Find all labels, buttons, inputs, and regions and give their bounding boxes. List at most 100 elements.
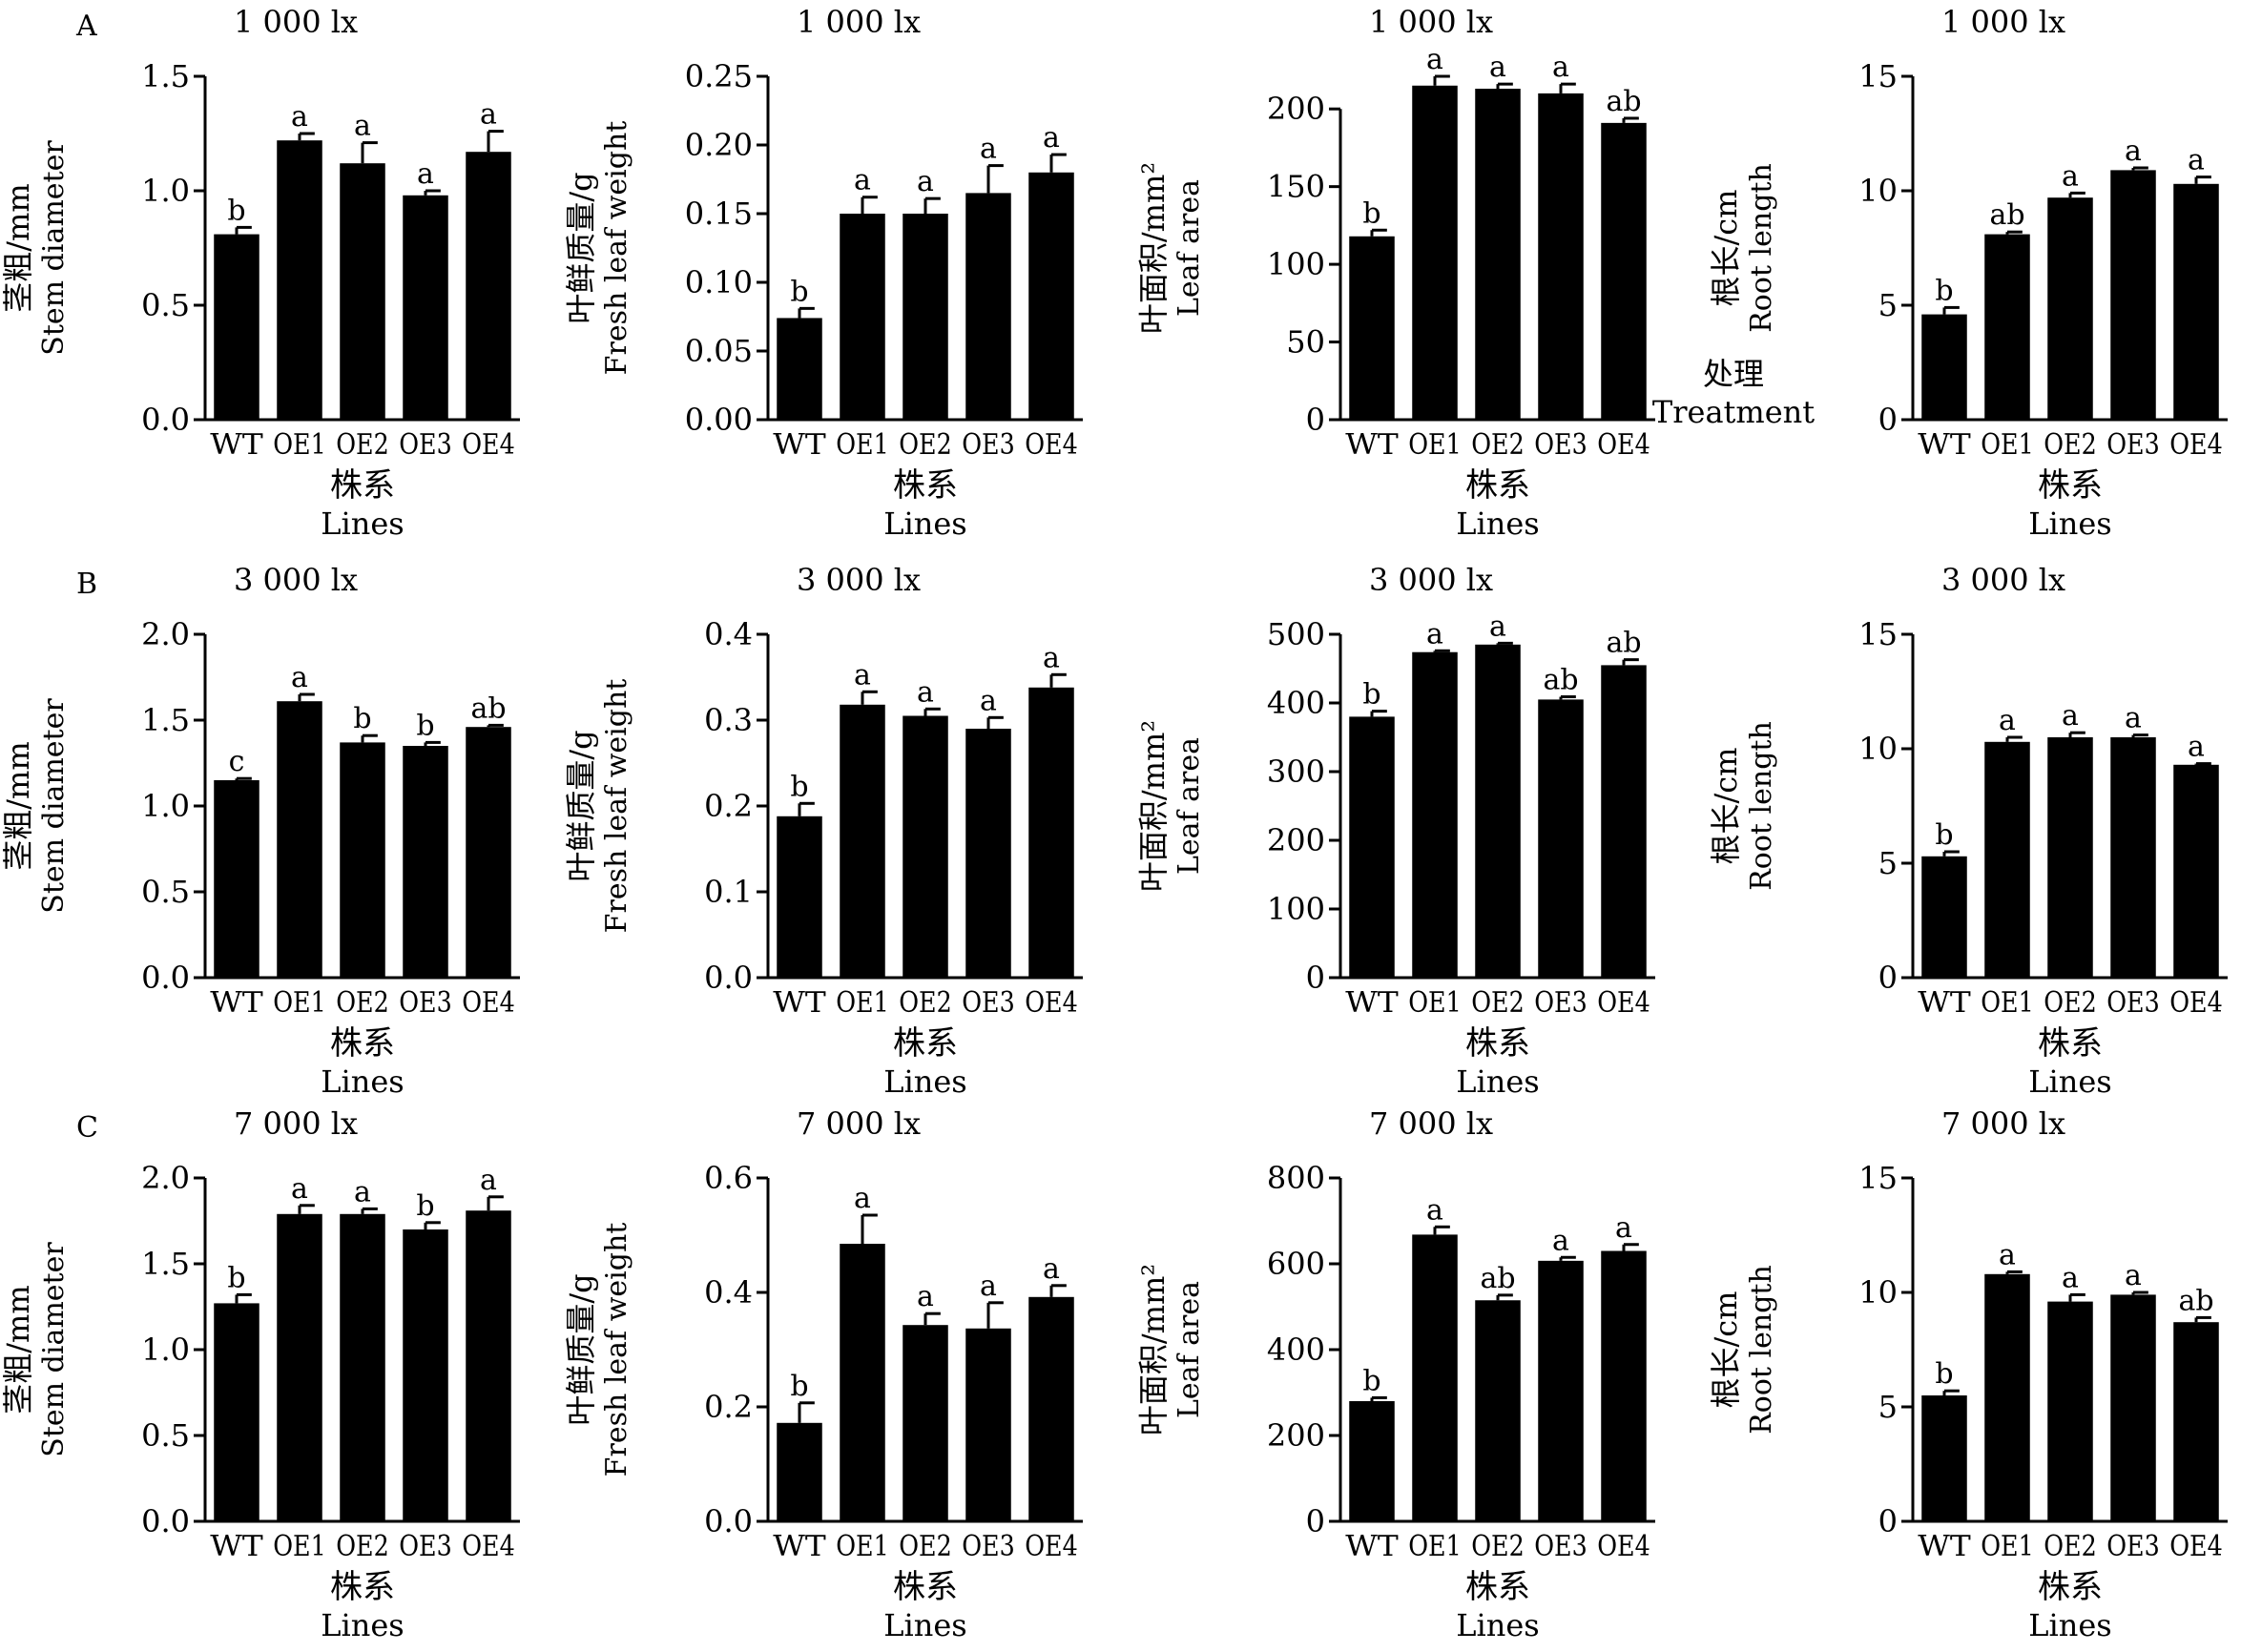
bar [903, 214, 948, 420]
bar [1984, 1273, 2030, 1521]
significance-letter: b [1362, 1364, 1380, 1397]
bar [277, 140, 322, 420]
significance-letter: c [229, 745, 245, 778]
y-tick-label: 10 [1858, 1274, 1898, 1311]
y-tick-label: 2.0 [141, 616, 190, 652]
chart-panel: 0.0 0.5 1.0 1.5 2.0 c WT a OE1 b OE2 b OE3 ab OE4 3 000… [0, 558, 560, 1108]
chart-title: 1 000 lx [1369, 4, 1493, 40]
y-tick-label: 0.15 [685, 196, 753, 232]
y-tick-label: 100 [1267, 891, 1325, 927]
x-tick-label: OE3 [1534, 428, 1587, 462]
x-tick-label: OE2 [2044, 986, 2097, 1020]
significance-letter: a [1426, 1193, 1443, 1227]
bar [1028, 687, 1074, 978]
y-axis-label-en: Fresh leaf weight [600, 679, 633, 934]
significance-letter: a [2062, 159, 2079, 193]
y-tick-label: 0.10 [685, 264, 753, 300]
bar [1349, 716, 1395, 978]
y-axis-label-en: Leaf area [1172, 1281, 1206, 1418]
significance-letter: b [353, 702, 371, 735]
chart-panel: 0 5 10 15 b WT a OE1 a OE2 a OE3 ab OE4 7 000 lx 株系 Line… [1708, 1102, 2241, 1652]
chart-title: 7 000 lx [1941, 1105, 2065, 1142]
x-tick-label: OE3 [2106, 1530, 2160, 1563]
x-tick-label: OE3 [962, 986, 1015, 1020]
y-tick-label: 100 [1267, 246, 1325, 282]
significance-letter: a [980, 684, 997, 717]
chart-title: 7 000 lx [1369, 1105, 1493, 1142]
significance-letter: a [917, 675, 934, 709]
x-tick-label: WT [1345, 428, 1399, 462]
bar [840, 1244, 885, 1521]
significance-letter: a [291, 1172, 308, 1206]
bar [1475, 1300, 1521, 1521]
bar-chart: 0.00 0.05 0.10 0.15 0.20 0.25 b WT a OE1 a OE2 a OE3 a… [563, 4, 1083, 542]
significance-letter: a [1489, 609, 1506, 643]
x-axis-label-zh: 株系 [893, 1024, 958, 1063]
bar [466, 727, 511, 978]
x-tick-label: OE2 [336, 1530, 389, 1563]
significance-letter: a [291, 100, 308, 134]
bar [2047, 197, 2093, 420]
bar [403, 746, 448, 978]
bar-chart: 0 5 10 15 b WT ab OE1 a OE2 a OE3 a OE4 1 000 lx 株系Line… [1708, 4, 2228, 542]
bar [1601, 122, 1647, 420]
y-axis-label-en: Stem diameter [37, 698, 71, 914]
y-axis-label-zh: 叶鲜质量/g [563, 172, 599, 323]
y-tick-label: 0.1 [704, 874, 753, 910]
y-tick-label: 0.0 [141, 402, 190, 438]
significance-letter: b [416, 709, 434, 742]
bar [403, 195, 448, 420]
y-tick-label: 1.0 [141, 788, 190, 824]
x-tick-label: OE4 [1025, 986, 1078, 1020]
y-axis-label-en: Leaf area [1172, 179, 1206, 317]
x-tick-label: OE1 [836, 1530, 889, 1563]
significance-letter: a [980, 1270, 997, 1303]
x-axis-label-en: Lines [883, 1607, 966, 1643]
chart-panel: 0.0 0.1 0.2 0.3 0.4 b WT a OE1 a OE2 a OE3 a OE4 3 000 … [563, 558, 1123, 1108]
chart-panel: 0.0 0.5 1.0 1.5 2.0 b WT a OE1 a OE2 b OE3 a OE4 7 000 … [0, 1102, 560, 1652]
x-tick-label: OE3 [962, 428, 1015, 462]
x-axis-label-en: Lines [2028, 506, 2111, 542]
y-tick-label: 0 [1306, 1503, 1325, 1539]
x-tick-label: OE4 [462, 428, 515, 462]
significance-letter: a [854, 164, 871, 197]
x-tick-label: WT [773, 1530, 826, 1563]
x-axis-label-en: Lines [1456, 1607, 1539, 1643]
x-tick-label: OE4 [462, 986, 515, 1020]
bar [1412, 651, 1458, 978]
significance-letter: a [480, 1164, 497, 1197]
bar [214, 234, 259, 420]
bar [1028, 172, 1074, 421]
y-tick-label: 500 [1267, 616, 1325, 652]
significance-letter: a [1426, 617, 1443, 650]
y-tick-label: 0.4 [704, 616, 753, 652]
treatment-note-en: Treatment [1651, 394, 1816, 430]
bar [1349, 1401, 1395, 1521]
significance-letter: a [854, 658, 871, 692]
y-tick-label: 0.5 [141, 874, 190, 910]
y-tick-label: 0.0 [141, 1503, 190, 1539]
chart-panel: 0 50 100 150 200 b WT a OE1 a OE2 a OE3 ab OE4 1 000 lx… [1135, 0, 1695, 550]
y-tick-label: 1.5 [141, 58, 190, 94]
x-tick-label: OE2 [336, 986, 389, 1020]
significance-letter: a [854, 1182, 871, 1215]
x-axis-label-en: Lines [2028, 1607, 2111, 1643]
y-tick-label: 0.4 [704, 1274, 753, 1311]
y-tick-label: 0.00 [685, 402, 753, 438]
y-tick-label: 15 [1858, 616, 1898, 652]
x-tick-label: OE4 [1025, 428, 1078, 462]
y-axis-label-zh: 茎粗/mm [0, 183, 36, 312]
bar [2110, 1294, 2156, 1521]
bar [1538, 93, 1584, 420]
x-tick-label: OE4 [462, 1530, 515, 1563]
y-tick-label: 5 [1878, 287, 1898, 323]
bar [1349, 236, 1395, 420]
x-tick-label: OE2 [2044, 428, 2097, 462]
significance-letter: b [1362, 678, 1380, 712]
significance-letter: a [980, 133, 997, 166]
y-tick-label: 1.0 [141, 173, 190, 209]
bar-chart: 0.0 0.5 1.0 1.5 2.0 c WT a OE1 b OE2 b OE3 ab OE4 3 000… [0, 562, 520, 1100]
x-axis-label-zh: 株系 [2038, 466, 2103, 505]
significance-letter: b [790, 275, 808, 308]
chart-panel: 0 5 10 15 b WT a OE1 a OE2 a OE3 a OE4 3 000 lx 株系 Lines… [1708, 558, 2241, 1108]
